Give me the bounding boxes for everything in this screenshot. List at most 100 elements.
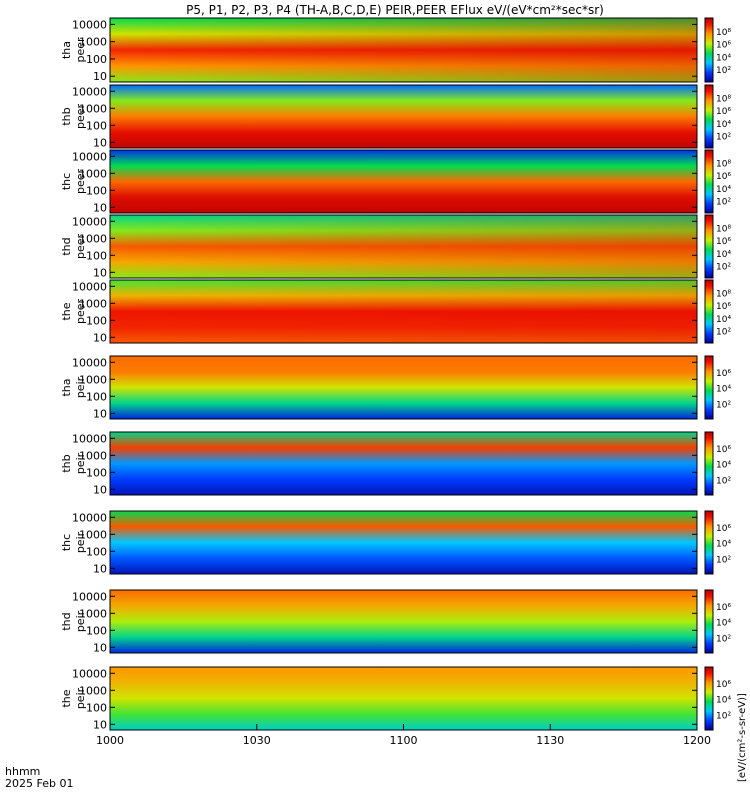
colorbar bbox=[704, 510, 714, 575]
panel-probe-label: thd bbox=[60, 237, 73, 255]
y-tick-label: 10 bbox=[93, 483, 107, 496]
panel-thb-peer: 10 100 1000 10000 thb peer 10² 10⁴ 10⁶ 10⁸ bbox=[60, 84, 731, 149]
spectrogram-image bbox=[110, 85, 697, 148]
x-axis: 1000 1030 1100 1130 1200 bbox=[96, 724, 711, 747]
y-tick-label: 10000 bbox=[72, 511, 107, 524]
y-tick-label: 10000 bbox=[72, 280, 107, 293]
panel-species-label: peir bbox=[74, 610, 87, 632]
panel-probe-label: thc bbox=[60, 173, 73, 190]
trend-overlay bbox=[110, 280, 697, 343]
y-tick-label: 1000 bbox=[79, 449, 107, 462]
y-tick-label: 1000 bbox=[79, 36, 107, 49]
colorbar-tick-label: 10⁶ bbox=[716, 680, 731, 690]
colorbar-tick-label: 10⁴ bbox=[716, 619, 731, 629]
spectrogram-image bbox=[110, 432, 697, 495]
x-label-line-2: 2025 Feb 01 bbox=[5, 777, 73, 790]
colorbar-tick-label: 10⁴ bbox=[716, 385, 731, 395]
colorbar-tick-label: 10² bbox=[716, 66, 731, 76]
panel-frame bbox=[109, 84, 698, 149]
colorbar-tick-label: 10⁴ bbox=[716, 250, 731, 260]
y-tick-label: 10 bbox=[93, 70, 107, 83]
panel-the-peir: 10 100 1000 10000 the peir 10² 10⁴ 10⁶ bbox=[60, 666, 731, 731]
panel-thb-peir: 10 100 1000 10000 thb peir 10² 10⁴ 10⁶ bbox=[60, 431, 731, 496]
panel-probe-label: the bbox=[60, 689, 73, 707]
spectrogram-image bbox=[110, 667, 697, 730]
colorbar-tick-label: 10² bbox=[716, 400, 731, 410]
colorbar-tick-label: 10² bbox=[716, 476, 731, 486]
colorbar-tick-label: 10⁸ bbox=[716, 28, 731, 38]
y-tick-label: 1000 bbox=[79, 297, 107, 310]
panel-probe-label: the bbox=[60, 302, 73, 320]
panel-probe-label: tha bbox=[60, 378, 73, 396]
colorbar-tick-label: 10⁶ bbox=[716, 302, 731, 312]
panel-species-label: peir bbox=[74, 452, 87, 474]
y-tick-label: 1000 bbox=[79, 528, 107, 541]
colorbar-tick-label: 10² bbox=[716, 327, 731, 337]
colorbar-tick-label: 10⁸ bbox=[716, 225, 731, 235]
colorbar-tick-label: 10⁴ bbox=[716, 540, 731, 550]
x-tick-label: 1130 bbox=[536, 734, 564, 747]
y-tick-label: 100 bbox=[86, 390, 107, 403]
panels-group: 10 100 1000 10000 tha peer 10² 10⁴ 10⁶ 10⁸ 10 100 10… bbox=[60, 17, 731, 731]
colorbar-tick-label: 10⁴ bbox=[716, 185, 731, 195]
y-tick-label: 100 bbox=[86, 119, 107, 132]
y-tick-label: 1000 bbox=[79, 167, 107, 180]
colorbar-tick-label: 10⁴ bbox=[716, 315, 731, 325]
colorbar bbox=[704, 84, 714, 149]
y-tick-label: 1000 bbox=[79, 232, 107, 245]
y-tick-label: 10000 bbox=[72, 18, 107, 31]
panel-frame bbox=[109, 355, 698, 420]
colorbar-tick-label: 10⁴ bbox=[716, 53, 731, 63]
colorbar-tick-label: 10² bbox=[716, 555, 731, 565]
colorbar-tick-label: 10⁴ bbox=[716, 461, 731, 471]
panel-thd-peir: 10 100 1000 10000 thd peir 10² 10⁴ 10⁶ bbox=[60, 589, 731, 654]
trend-overlay bbox=[110, 18, 697, 82]
colorbar-tick-label: 10⁶ bbox=[716, 445, 731, 455]
y-tick-label: 100 bbox=[86, 184, 107, 197]
y-tick-label: 10000 bbox=[72, 432, 107, 445]
colorbar-tick-label: 10² bbox=[716, 262, 731, 272]
panel-probe-label: thb bbox=[60, 454, 73, 472]
panel-frame bbox=[109, 431, 698, 496]
panel-species-label: peir bbox=[74, 687, 87, 709]
trend-overlay bbox=[110, 215, 697, 278]
colorbar-tick-label: 10⁴ bbox=[716, 696, 731, 706]
colorbar bbox=[704, 431, 714, 496]
colorbar-tick-label: 10⁸ bbox=[716, 95, 731, 105]
panel-probe-label: tha bbox=[60, 41, 73, 59]
panel-probe-label: thb bbox=[60, 107, 73, 125]
y-tick-label: 10000 bbox=[72, 85, 107, 98]
y-tick-label: 10 bbox=[93, 562, 107, 575]
spectrogram-image bbox=[110, 590, 697, 653]
y-tick-label: 10 bbox=[93, 718, 107, 731]
colorbar-tick-label: 10² bbox=[716, 197, 731, 207]
y-tick-label: 100 bbox=[86, 249, 107, 262]
y-tick-label: 10000 bbox=[72, 667, 107, 680]
colorbar bbox=[704, 17, 714, 83]
y-tick-label: 100 bbox=[86, 624, 107, 637]
y-tick-label: 1000 bbox=[79, 373, 107, 386]
panel-species-label: peer bbox=[74, 104, 87, 130]
panel-frame bbox=[109, 279, 698, 344]
colorbar bbox=[704, 214, 714, 279]
y-tick-label: 100 bbox=[86, 314, 107, 327]
colorbar-tick-label: 10⁶ bbox=[716, 237, 731, 247]
colorbar-tick-label: 10⁶ bbox=[716, 41, 731, 51]
colorbar-tick-label: 10⁶ bbox=[716, 603, 731, 613]
colorbar-tick-label: 10⁶ bbox=[716, 524, 731, 534]
y-tick-label: 100 bbox=[86, 545, 107, 558]
panel-tha-peir: 10 100 1000 10000 tha peir 10² 10⁴ 10⁶ bbox=[60, 355, 731, 420]
colorbar bbox=[704, 589, 714, 654]
colorbar-tick-label: 10⁴ bbox=[716, 120, 731, 130]
spectrogram-image bbox=[110, 511, 697, 574]
panel-frame bbox=[109, 510, 698, 575]
x-tick-label: 1000 bbox=[96, 734, 124, 747]
y-tick-label: 10000 bbox=[72, 356, 107, 369]
panel-tha-peer: 10 100 1000 10000 tha peer 10² 10⁴ 10⁶ 10⁸ bbox=[60, 17, 731, 83]
panel-frame bbox=[109, 17, 698, 83]
panel-thd-peer: 10 100 1000 10000 thd peer 10² 10⁴ 10⁶ 10⁸ bbox=[60, 214, 731, 279]
y-tick-label: 1000 bbox=[79, 607, 107, 620]
y-tick-label: 10000 bbox=[72, 215, 107, 228]
y-tick-label: 10 bbox=[93, 266, 107, 279]
